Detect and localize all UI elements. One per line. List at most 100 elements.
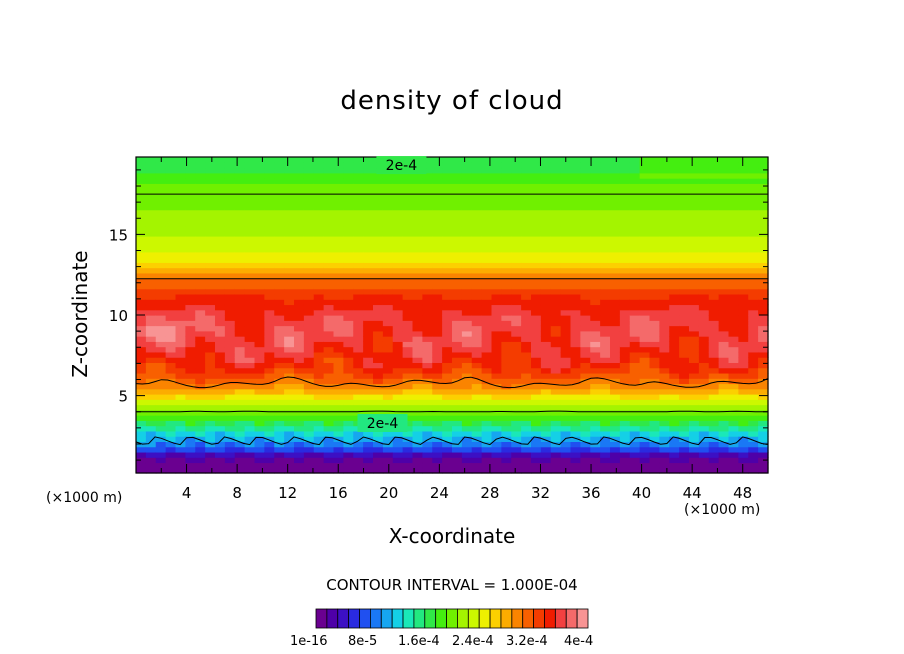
density-cell <box>136 236 147 242</box>
density-cell <box>402 425 414 432</box>
density-cell <box>758 236 769 242</box>
density-cell <box>471 193 483 200</box>
density-cell <box>254 415 265 421</box>
density-cell <box>738 436 749 442</box>
density-cell <box>728 462 739 469</box>
density-cell <box>540 430 552 437</box>
density-cell <box>619 188 631 195</box>
density-cell <box>294 351 305 358</box>
density-cell <box>471 293 483 300</box>
density-cell <box>136 383 147 390</box>
density-cell <box>392 236 404 242</box>
density-cell <box>442 320 453 327</box>
density-cell <box>234 236 246 242</box>
density-cell <box>708 220 720 227</box>
density-cell <box>659 162 670 169</box>
density-cell <box>511 383 522 390</box>
density-cell <box>639 341 651 348</box>
density-cell <box>363 225 374 232</box>
density-cell <box>165 436 177 442</box>
density-cell <box>215 451 226 458</box>
density-cell <box>511 241 522 248</box>
density-cell <box>224 457 236 464</box>
density-cell <box>550 220 562 227</box>
density-cell <box>284 236 295 242</box>
density-cell <box>511 320 522 327</box>
density-cell <box>610 446 621 453</box>
density-cell <box>155 367 167 374</box>
density-cell <box>452 241 463 248</box>
density-cell <box>689 199 700 205</box>
density-cell <box>244 167 256 174</box>
density-cell <box>550 230 562 237</box>
density-cell <box>432 409 443 416</box>
density-cell <box>649 167 660 174</box>
density-cell <box>373 467 384 474</box>
density-cell <box>432 388 443 395</box>
density-cell <box>402 446 414 453</box>
density-cell <box>550 351 562 358</box>
density-cell <box>738 257 749 263</box>
density-cell <box>382 220 394 227</box>
density-cell <box>274 246 285 253</box>
density-cell <box>185 336 196 342</box>
density-cell <box>758 351 769 358</box>
density-cell <box>659 157 670 163</box>
density-cell <box>165 330 177 337</box>
density-cell <box>639 325 651 332</box>
density-cell <box>303 315 315 321</box>
density-cell <box>195 362 206 369</box>
density-cell <box>432 315 443 321</box>
density-cell <box>224 251 236 258</box>
density-cell <box>294 225 305 232</box>
density-field <box>136 157 769 474</box>
density-cell <box>708 241 720 248</box>
density-cell <box>452 193 463 200</box>
density-cell <box>343 315 354 321</box>
density-cell <box>679 304 690 311</box>
density-cell <box>748 351 759 358</box>
density-cell <box>738 172 749 179</box>
density-cell <box>531 220 542 227</box>
density-cell <box>540 436 552 442</box>
density-cell <box>432 262 443 269</box>
density-cell <box>382 283 394 290</box>
density-cell <box>382 257 394 263</box>
density-cell <box>323 251 335 258</box>
density-cell <box>560 457 572 464</box>
density-cell <box>284 462 295 469</box>
density-cell <box>481 288 493 295</box>
density-cell <box>234 257 246 263</box>
density-cell <box>343 299 354 306</box>
density-cell <box>619 178 631 184</box>
density-cell <box>718 357 730 363</box>
density-cell <box>165 336 177 342</box>
density-cell <box>600 230 611 237</box>
density-cell <box>155 399 167 406</box>
density-cell <box>590 293 601 300</box>
density-cell <box>382 262 394 269</box>
density-cell <box>570 220 581 227</box>
density-cell <box>590 341 601 348</box>
density-cell <box>698 267 710 274</box>
density-cell <box>728 315 739 321</box>
density-cell <box>254 157 265 163</box>
density-cell <box>323 357 335 363</box>
density-cell <box>540 188 552 195</box>
density-cell <box>610 430 621 437</box>
density-cell <box>481 157 493 163</box>
density-cell <box>531 288 542 295</box>
density-cell <box>175 341 186 348</box>
density-cell <box>600 467 611 474</box>
density-cell <box>590 409 601 416</box>
density-cell <box>600 204 611 211</box>
density-cell <box>600 278 611 284</box>
density-cell <box>382 304 394 311</box>
density-cell <box>629 378 641 385</box>
density-cell <box>728 394 739 400</box>
density-cell <box>165 415 177 421</box>
density-cell <box>580 330 591 337</box>
density-cell <box>284 299 295 306</box>
density-cell <box>600 372 611 379</box>
density-cell <box>185 157 196 163</box>
